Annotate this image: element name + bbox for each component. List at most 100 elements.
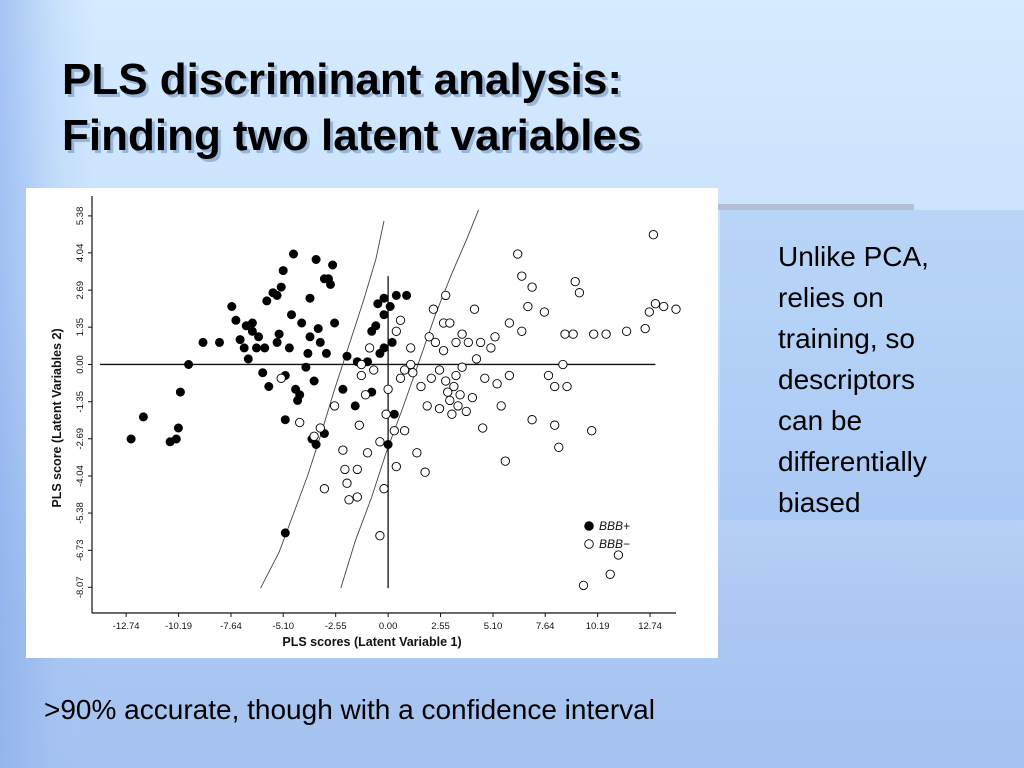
bbb-minus-point [453,401,463,411]
bbb-minus-point [426,373,436,383]
y-tick-label: -5.38 [75,502,86,524]
bbb-minus-point [644,307,654,317]
bbb-minus-point [352,492,362,502]
bbb-minus-point [451,337,461,348]
bbb-minus-point [659,301,669,312]
background-block-right [720,210,1024,520]
bbb-plus-point [303,348,313,358]
bbb-plus-point [288,249,298,259]
side-note-line: differentially [778,446,927,477]
bbb-plus-point [379,293,389,303]
x-tick-label: 12.74 [638,621,662,632]
bbb-minus-point [451,370,461,381]
bbb-plus-point [280,415,290,425]
bbb-minus-point [496,401,506,411]
tick-labels: -12.74 -10.19 -7.64 -5.10 -2.55 0.00 2.55 5.10 7… [75,207,662,632]
y-tick-label: 0.00 [75,355,86,374]
bbb-plus-point [239,343,249,353]
pls-scatter-chart: -12.74 -10.19 -7.64 -5.10 -2.55 0.00 2.55 5.10 7… [50,196,681,649]
bbb-minus-point [428,304,439,314]
bbb-plus-point [173,423,183,433]
bbb-minus-point [671,304,681,314]
side-note-line: training, so [778,323,915,354]
bbb-minus-point [369,365,379,375]
bbb-minus-point [455,390,465,400]
bbb-minus-point [605,569,615,579]
bbb-minus-point [416,381,426,392]
bbb-minus-point [447,409,457,419]
bbb-minus-point [463,337,473,348]
bbb-minus-point [467,392,478,403]
bbb-plus-point [227,302,237,312]
bbb-plus-point [389,409,399,419]
bbb-minus-point [391,461,401,472]
bbb-minus-point [475,337,486,348]
bbb-plus-point [309,376,319,386]
bbb-minus-point [539,307,550,317]
x-tick-label: 10.19 [586,621,610,632]
bbb-minus-point [441,290,451,301]
bbb-minus-point [570,276,580,287]
y-tick-label: -8.07 [75,576,86,598]
bbb-plus-point [252,343,262,353]
x-tick-label: 2.55 [431,621,450,632]
bbb-plus-point [371,321,381,331]
bbb-minus-point [342,478,352,488]
bbb-minus-point [375,531,385,541]
bbb-minus-point [621,326,632,336]
bbb-minus-point [574,288,585,298]
bbb-minus-point [578,580,589,591]
bbb-plus-point [338,384,348,394]
bbb-minus-point [340,464,350,475]
bbb-minus-point [486,343,496,353]
bbb-minus-point [329,401,340,411]
bbb-minus-point [383,384,393,394]
title-underline-rule [718,204,914,210]
x-tick-label: -2.55 [325,621,347,632]
bbb-minus-point [601,329,611,339]
bbb-plus-point [258,368,268,378]
bbb-minus-point [354,420,364,430]
side-note-line: descriptors [778,364,915,395]
bbb-minus-point [471,354,482,364]
bbb-minus-point [360,390,371,400]
bbb-minus-point [430,337,441,348]
bbb-minus-point [420,467,430,477]
bbb-plus-point [254,332,264,342]
bbb-minus-point [356,359,367,370]
bbb-minus-point [461,406,471,417]
x-tick-label: -5.10 [272,621,294,632]
bbb-minus-point [640,323,650,334]
bbb-plus-point [175,387,185,397]
title-line-1: PLS discriminant analysis: [62,55,622,104]
bbb-plus-point [311,440,321,450]
bbb-minus-point [449,381,459,392]
bbb-minus-point [504,318,515,328]
title-line-2: Finding two latent variables [62,111,642,160]
bbb-plus-point [379,343,389,353]
bbb-plus-point [284,343,294,353]
bbb-minus-point [352,464,362,475]
bbb-minus-point [406,359,416,370]
bbb-minus-point [613,550,624,560]
bbb-plus-point [311,255,321,265]
y-tick-label: 5.38 [75,207,86,226]
bbb-plus-point [264,382,274,392]
bbb-minus-point [362,448,373,458]
bbb-plus-point [138,412,148,422]
bbb-minus-point [554,442,564,452]
bbb-plus-point [235,335,245,345]
bbb-minus-point [504,370,515,381]
bbb-minus-point [550,381,560,392]
side-note-line: biased [778,487,861,518]
bbb-plus-point [391,290,401,300]
bbb-minus-point [391,326,401,336]
bbb-plus-point [260,343,270,353]
bbb-plus-point [297,318,307,328]
bbb-minus-point [589,329,599,339]
bbb-minus-point [395,373,406,383]
bbb-plus-point [313,324,323,334]
side-note: Unlike PCA, relies on training, so descr… [778,236,1008,523]
chart-legend: BBB+ BBB− [584,519,630,551]
bbb-plus-point [402,290,412,300]
